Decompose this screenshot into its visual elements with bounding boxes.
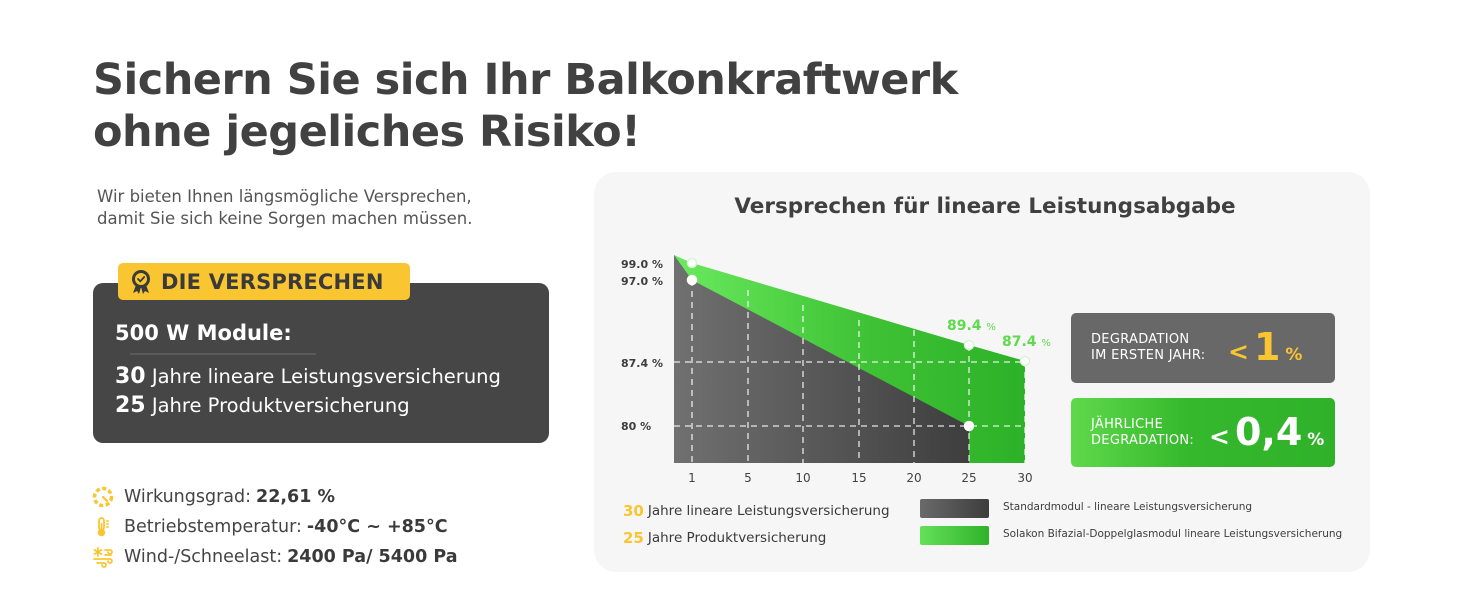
spec-label: Wirkungsgrad: <box>124 487 252 507</box>
x-tick-label: 5 <box>744 471 752 485</box>
subtext-line-1: Wir bieten Ihnen längsmögliche Versprech… <box>97 187 472 206</box>
x-tick-label: 10 <box>795 471 811 485</box>
first-year-label: DEGRADATION IM ERSTEN JAHR: <box>1091 332 1206 363</box>
thermometer-icon <box>92 516 114 538</box>
promise-years: 25 <box>115 393 146 418</box>
promise-text: Jahre lineare Leistungsversicherung <box>151 365 501 388</box>
promise-line-product: 25 Jahre Produktversicherung <box>115 393 410 418</box>
first-year-value: < 1 % <box>1228 325 1303 369</box>
spec-temperature: Betriebstemperatur: -40°C ~ +85°C <box>92 512 458 542</box>
spec-wind-snow-load: Wind-/Schneelast: 2400 Pa/ 5400 Pa <box>92 542 458 572</box>
chart-title: Versprechen für lineare Leistungsabgabe <box>734 194 1236 219</box>
spec-efficiency: Wirkungsgrad: 22,61 % <box>92 482 458 512</box>
page-headline: Sichern Sie sich Ihr Balkonkraftwerk ohn… <box>93 54 958 158</box>
promise-badge: DIE VERSPRECHEN <box>118 263 410 300</box>
spec-value: 22,61 % <box>256 487 335 507</box>
legend-warranty-list: 30 Jahre lineare Leistungsversicherung 2… <box>623 497 890 551</box>
promise-card <box>93 283 549 443</box>
spec-value: -40°C ~ +85°C <box>306 517 448 537</box>
x-tick-label: 20 <box>906 471 922 485</box>
value-label-year-25: 89.4 % <box>947 318 996 334</box>
value-label-year-30: 87.4 % <box>1002 334 1051 350</box>
y-tick-label: 99.0 % <box>621 258 663 271</box>
wind-snow-icon <box>92 546 114 568</box>
legend-swatch-bifazial <box>920 526 989 545</box>
award-badge-icon <box>132 269 150 294</box>
headline-line-1: Sichern Sie sich Ihr Balkonkraftwerk <box>93 55 958 105</box>
point-green-y30 <box>1019 355 1031 367</box>
x-tick-label: 25 <box>961 471 977 485</box>
point-green-y1 <box>686 257 698 269</box>
legend-label-bifazial: Solakon Bifazial-Doppelglasmodul lineare… <box>1003 528 1343 540</box>
promise-line-warranty: 30 Jahre lineare Leistungsversicherung <box>115 364 501 389</box>
legend-swatch-standard <box>920 499 989 518</box>
y-tick-label: 87.4 % <box>621 357 663 370</box>
module-divider <box>130 353 316 355</box>
spec-value: 2400 Pa/ 5400 Pa <box>287 547 458 567</box>
annual-degradation-box: JÄHRLICHE DEGRADATION: < 0,4 % <box>1071 398 1335 467</box>
x-tick-label: 1 <box>688 471 696 485</box>
y-tick-label: 80 % <box>621 420 652 433</box>
point-gray-y25 <box>963 420 975 432</box>
legend-label-standard: Standardmodul - lineare Leistungsversich… <box>1003 501 1253 513</box>
x-tick-label: 15 <box>851 471 867 485</box>
point-gray-y1 <box>686 274 698 286</box>
promise-badge-label: DIE VERSPRECHEN <box>161 269 384 294</box>
point-green-y25 <box>963 339 975 351</box>
gauge-icon <box>92 486 114 508</box>
annual-label: JÄHRLICHE DEGRADATION: <box>1091 417 1195 448</box>
legend-warranty-item: 30 Jahre lineare Leistungsversicherung <box>623 501 890 520</box>
x-tick-label: 30 <box>1017 471 1033 485</box>
spec-label: Betriebstemperatur: <box>124 517 302 537</box>
headline-line-2: ohne jegeliches Risiko! <box>93 107 641 157</box>
y-tick-label: 97.0 % <box>621 275 663 288</box>
legend-warranty-item: 25 Jahre Produktversicherung <box>623 528 827 547</box>
module-title: 500 W Module: <box>115 321 292 345</box>
promise-text: Jahre Produktversicherung <box>151 394 410 417</box>
subtext-line-2: damit Sie sich keine Sorgen machen müsse… <box>97 209 473 228</box>
first-year-degradation-box: DEGRADATION IM ERSTEN JAHR: < 1 % <box>1071 313 1335 383</box>
annual-value: < 0,4 % <box>1209 410 1325 454</box>
promise-years: 30 <box>115 364 146 389</box>
spec-list: Wirkungsgrad: 22,61 % Betriebstemperatur… <box>92 482 458 572</box>
subtext: Wir bieten Ihnen längsmögliche Versprech… <box>97 186 472 230</box>
degradation-chart <box>674 255 1031 463</box>
spec-label: Wind-/Schneelast: <box>124 547 283 567</box>
